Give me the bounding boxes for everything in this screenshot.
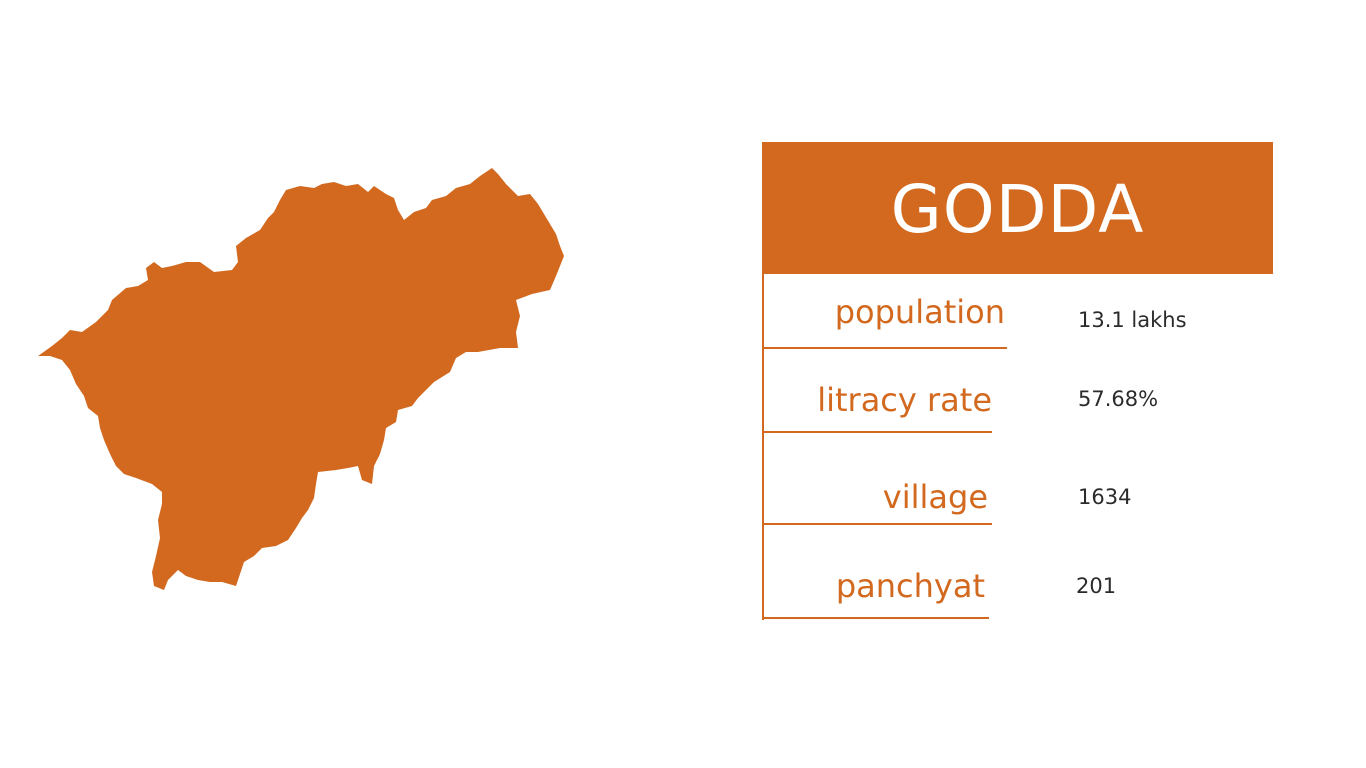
literacy-rate-value: 57.68%	[1078, 387, 1159, 411]
title-banner: GODDA	[762, 142, 1273, 274]
population-label: population	[834, 293, 1005, 331]
population-value: 13.1 lakhs	[1078, 308, 1187, 332]
population-divider	[762, 347, 1007, 349]
literacy-rate-label: litracy rate	[817, 381, 992, 419]
literacy-rate-divider	[762, 431, 992, 433]
district-map-shape	[38, 168, 564, 590]
district-name: GODDA	[890, 171, 1145, 248]
panchyat-label: panchyat	[835, 567, 985, 605]
table-left-border	[762, 274, 764, 620]
village-divider	[762, 523, 992, 525]
village-label: village	[882, 478, 988, 516]
village-value: 1634	[1078, 485, 1132, 509]
panchyat-divider	[762, 617, 989, 619]
panchyat-value: 201	[1076, 574, 1117, 598]
